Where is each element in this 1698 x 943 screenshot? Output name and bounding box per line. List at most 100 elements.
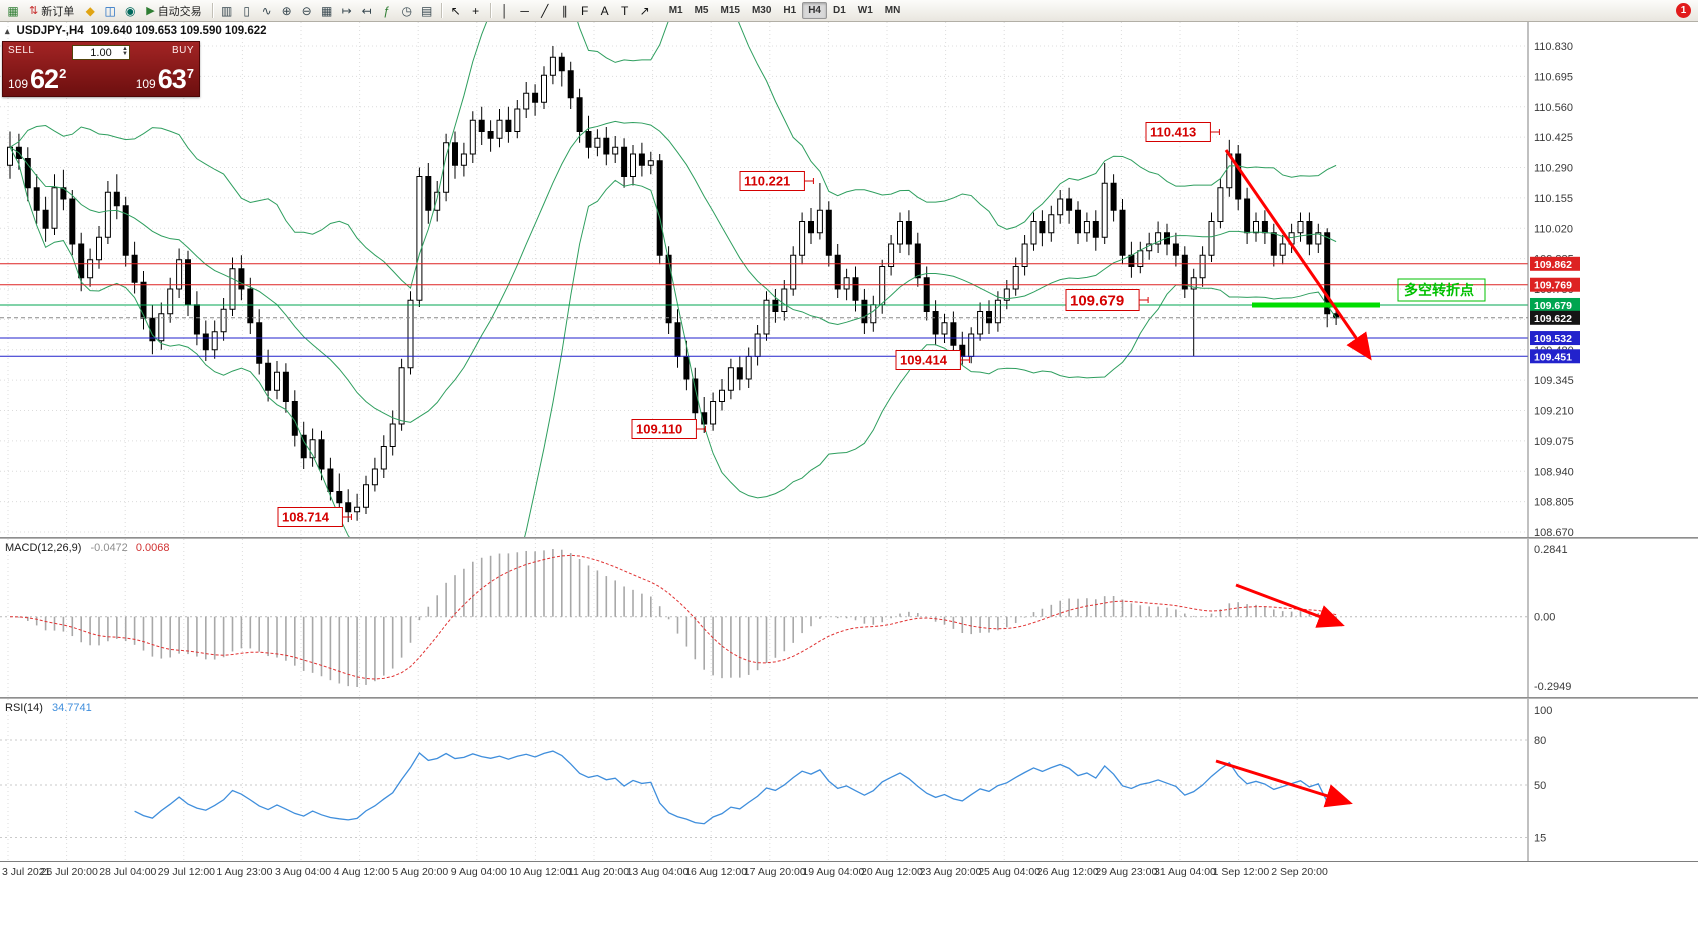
- auto-scroll-button[interactable]: ↦: [337, 2, 357, 20]
- templates-button[interactable]: ▤: [417, 2, 437, 20]
- price-annotation-box[interactable]: [277, 507, 343, 527]
- candle: [469, 119, 476, 155]
- metaeditor-icon: ◆: [85, 3, 95, 18]
- candlestick-chart-button[interactable]: ▯: [237, 2, 257, 20]
- time-axis-label: 26 Jul 20:00: [40, 866, 98, 878]
- timeframe-w1[interactable]: W1: [857, 5, 873, 16]
- equidistant-channel-icon: ∥: [561, 3, 568, 18]
- timeframe-m30[interactable]: M30: [751, 5, 772, 16]
- trendline-button[interactable]: ╱: [535, 2, 555, 20]
- horizontal-line-button[interactable]: ─: [515, 2, 535, 20]
- buy-button[interactable]: BUY 109 63 7: [131, 42, 199, 96]
- tile-windows-icon: ▦: [321, 3, 333, 18]
- spinner-down-icon[interactable]: ▼: [122, 51, 128, 57]
- candle: [487, 131, 494, 139]
- panel-splitter[interactable]: [0, 537, 1698, 539]
- candle: [434, 191, 441, 211]
- data-window-icon: ◉: [124, 3, 136, 18]
- data-window-button[interactable]: ◉: [120, 2, 140, 20]
- turning-point-label-box[interactable]: [1397, 278, 1486, 302]
- chart-ohlc-header: ▴ USDJPY-,H4 109.640 109.653 109.590 109…: [5, 25, 267, 37]
- time-axis-label: 25 Aug 04:00: [978, 866, 1041, 878]
- svg-text:-0.2949: -0.2949: [1534, 681, 1571, 693]
- timeframe-m5[interactable]: M5: [694, 5, 709, 16]
- zoom-in-button[interactable]: ⊕: [277, 2, 297, 20]
- text-icon: A: [600, 3, 609, 18]
- time-axis[interactable]: 3 Jul 2021 26 Jul 20:00 28 Jul 04:00 29 Jul…: [0, 861, 1698, 883]
- bar-chart-button[interactable]: ▥: [217, 2, 237, 20]
- panel-splitter[interactable]: [0, 697, 1698, 699]
- notification-badge[interactable]: 1: [1676, 3, 1691, 18]
- candlestick-chart-icon: ▯: [243, 3, 250, 18]
- candle: [300, 434, 307, 459]
- time-axis-label: 1 Sep 12:00: [1212, 866, 1270, 878]
- timeframe-m15[interactable]: M15: [720, 5, 740, 16]
- svg-text:110.020: 110.020: [1534, 223, 1573, 235]
- candle: [1244, 198, 1251, 234]
- bollinger-band: [9, 120, 1337, 423]
- rsi-chart[interactable]: 100 80 50 15: [0, 699, 1698, 861]
- line-chart-button[interactable]: ∿: [257, 2, 277, 20]
- zoom-out-button[interactable]: ⊖: [297, 2, 317, 20]
- sell-button[interactable]: SELL 109 62 2: [3, 42, 71, 96]
- chart-window: 108.670 108.805 108.940 109.075 109.210 109.3…: [0, 22, 1698, 943]
- candle: [932, 311, 939, 335]
- metaeditor-button[interactable]: ◆: [80, 2, 100, 20]
- candle: [505, 119, 512, 132]
- candle: [941, 322, 948, 335]
- buy-price-pip: 7: [186, 66, 194, 81]
- candle: [238, 268, 245, 290]
- crosshair-button[interactable]: +: [466, 2, 486, 20]
- down-trend-arrow[interactable]: [1224, 149, 1372, 361]
- indicators-list-button[interactable]: ƒ: [377, 2, 397, 20]
- timeframe-h4[interactable]: H4: [802, 2, 827, 19]
- candle: [398, 367, 405, 425]
- candle: [193, 304, 200, 335]
- text-label-icon: T: [621, 3, 629, 18]
- market-watch-button[interactable]: ◫: [100, 2, 120, 20]
- volume-input[interactable]: 1.00 ▲ ▼: [72, 45, 130, 60]
- text-button[interactable]: A: [595, 2, 615, 20]
- timeframe-d1[interactable]: D1: [833, 5, 846, 16]
- spinner-up-icon[interactable]: ▲: [122, 46, 128, 52]
- candle: [1030, 221, 1037, 245]
- tile-windows-button[interactable]: ▦: [317, 2, 337, 20]
- candle: [1083, 221, 1090, 234]
- candle: [879, 266, 886, 306]
- candle: [692, 378, 699, 414]
- autotrading-button[interactable]: ▶ 自动交易: [140, 2, 207, 20]
- sell-label: SELL: [8, 45, 35, 56]
- vertical-line-button[interactable]: │: [495, 2, 515, 20]
- candle: [1119, 209, 1126, 256]
- price-chart[interactable]: 108.670 108.805 108.940 109.075 109.210 109.3…: [0, 22, 1698, 537]
- rsi-title: RSI(14): [5, 702, 43, 714]
- candle: [870, 304, 877, 324]
- timeframe-m1[interactable]: M1: [668, 5, 683, 16]
- chart-shift-button[interactable]: ↤: [357, 2, 377, 20]
- timeframe-h1[interactable]: H1: [783, 5, 797, 16]
- equidistant-channel-button[interactable]: ∥: [555, 2, 575, 20]
- candle: [968, 333, 975, 357]
- svg-text:110.425: 110.425: [1534, 132, 1573, 144]
- volume-spinner[interactable]: ▲ ▼: [122, 46, 128, 57]
- candle: [1217, 187, 1224, 222]
- cursor-button[interactable]: ↖: [446, 2, 466, 20]
- macd-chart[interactable]: 0.2841 0.00 -0.2949: [0, 539, 1698, 697]
- arrows-tool-button[interactable]: ↗: [635, 2, 655, 20]
- timeframe-mn[interactable]: MN: [884, 5, 901, 16]
- candle: [834, 254, 841, 290]
- new-chart-button[interactable]: ▦: [3, 2, 23, 20]
- text-label-button[interactable]: T: [615, 2, 635, 20]
- svg-text:110.413: 110.413: [1150, 125, 1196, 140]
- rsi-down-arrow[interactable]: [1215, 759, 1353, 808]
- svg-text:110.830: 110.830: [1534, 41, 1573, 53]
- candle: [1048, 214, 1055, 234]
- periods-button[interactable]: ◷: [397, 2, 417, 20]
- macd-down-arrow[interactable]: [1235, 583, 1345, 628]
- time-axis-label: 23 Aug 20:00: [919, 866, 982, 878]
- svg-text:109.414: 109.414: [900, 353, 948, 368]
- svg-text:108.940: 108.940: [1534, 466, 1574, 478]
- candle: [149, 317, 156, 342]
- new-order-button[interactable]: ⇅ 新订单: [23, 2, 80, 20]
- fibonacci-button[interactable]: F: [575, 2, 595, 20]
